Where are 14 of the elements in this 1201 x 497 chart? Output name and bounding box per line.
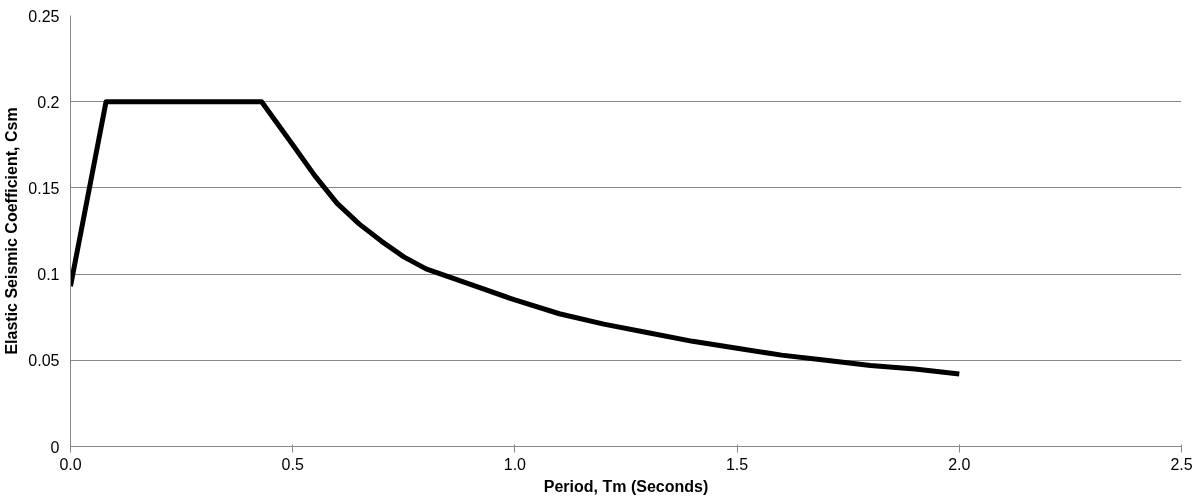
x-tick-label: 2.5 bbox=[1170, 455, 1193, 473]
x-tick-label: 1.5 bbox=[725, 455, 749, 473]
y-tick-label: 0.05 bbox=[28, 352, 60, 370]
x-tick-label: 0.5 bbox=[281, 455, 304, 473]
y-tick-label: 0.15 bbox=[28, 179, 60, 197]
y-tick-label: 0.25 bbox=[28, 7, 60, 25]
y-tick-label: 0.2 bbox=[37, 93, 60, 111]
y-axis-title: Elastic Seismic Coefficient, Csm bbox=[3, 107, 21, 355]
x-tick-label: 1.0 bbox=[503, 455, 527, 473]
x-axis-title: Period, Tm (Seconds) bbox=[543, 477, 709, 495]
y-tick-label: 0.1 bbox=[37, 266, 60, 284]
x-tick-label: 0.0 bbox=[59, 455, 82, 473]
x-tick-label: 2.0 bbox=[948, 455, 971, 473]
y-tick-label: 0 bbox=[50, 438, 60, 456]
